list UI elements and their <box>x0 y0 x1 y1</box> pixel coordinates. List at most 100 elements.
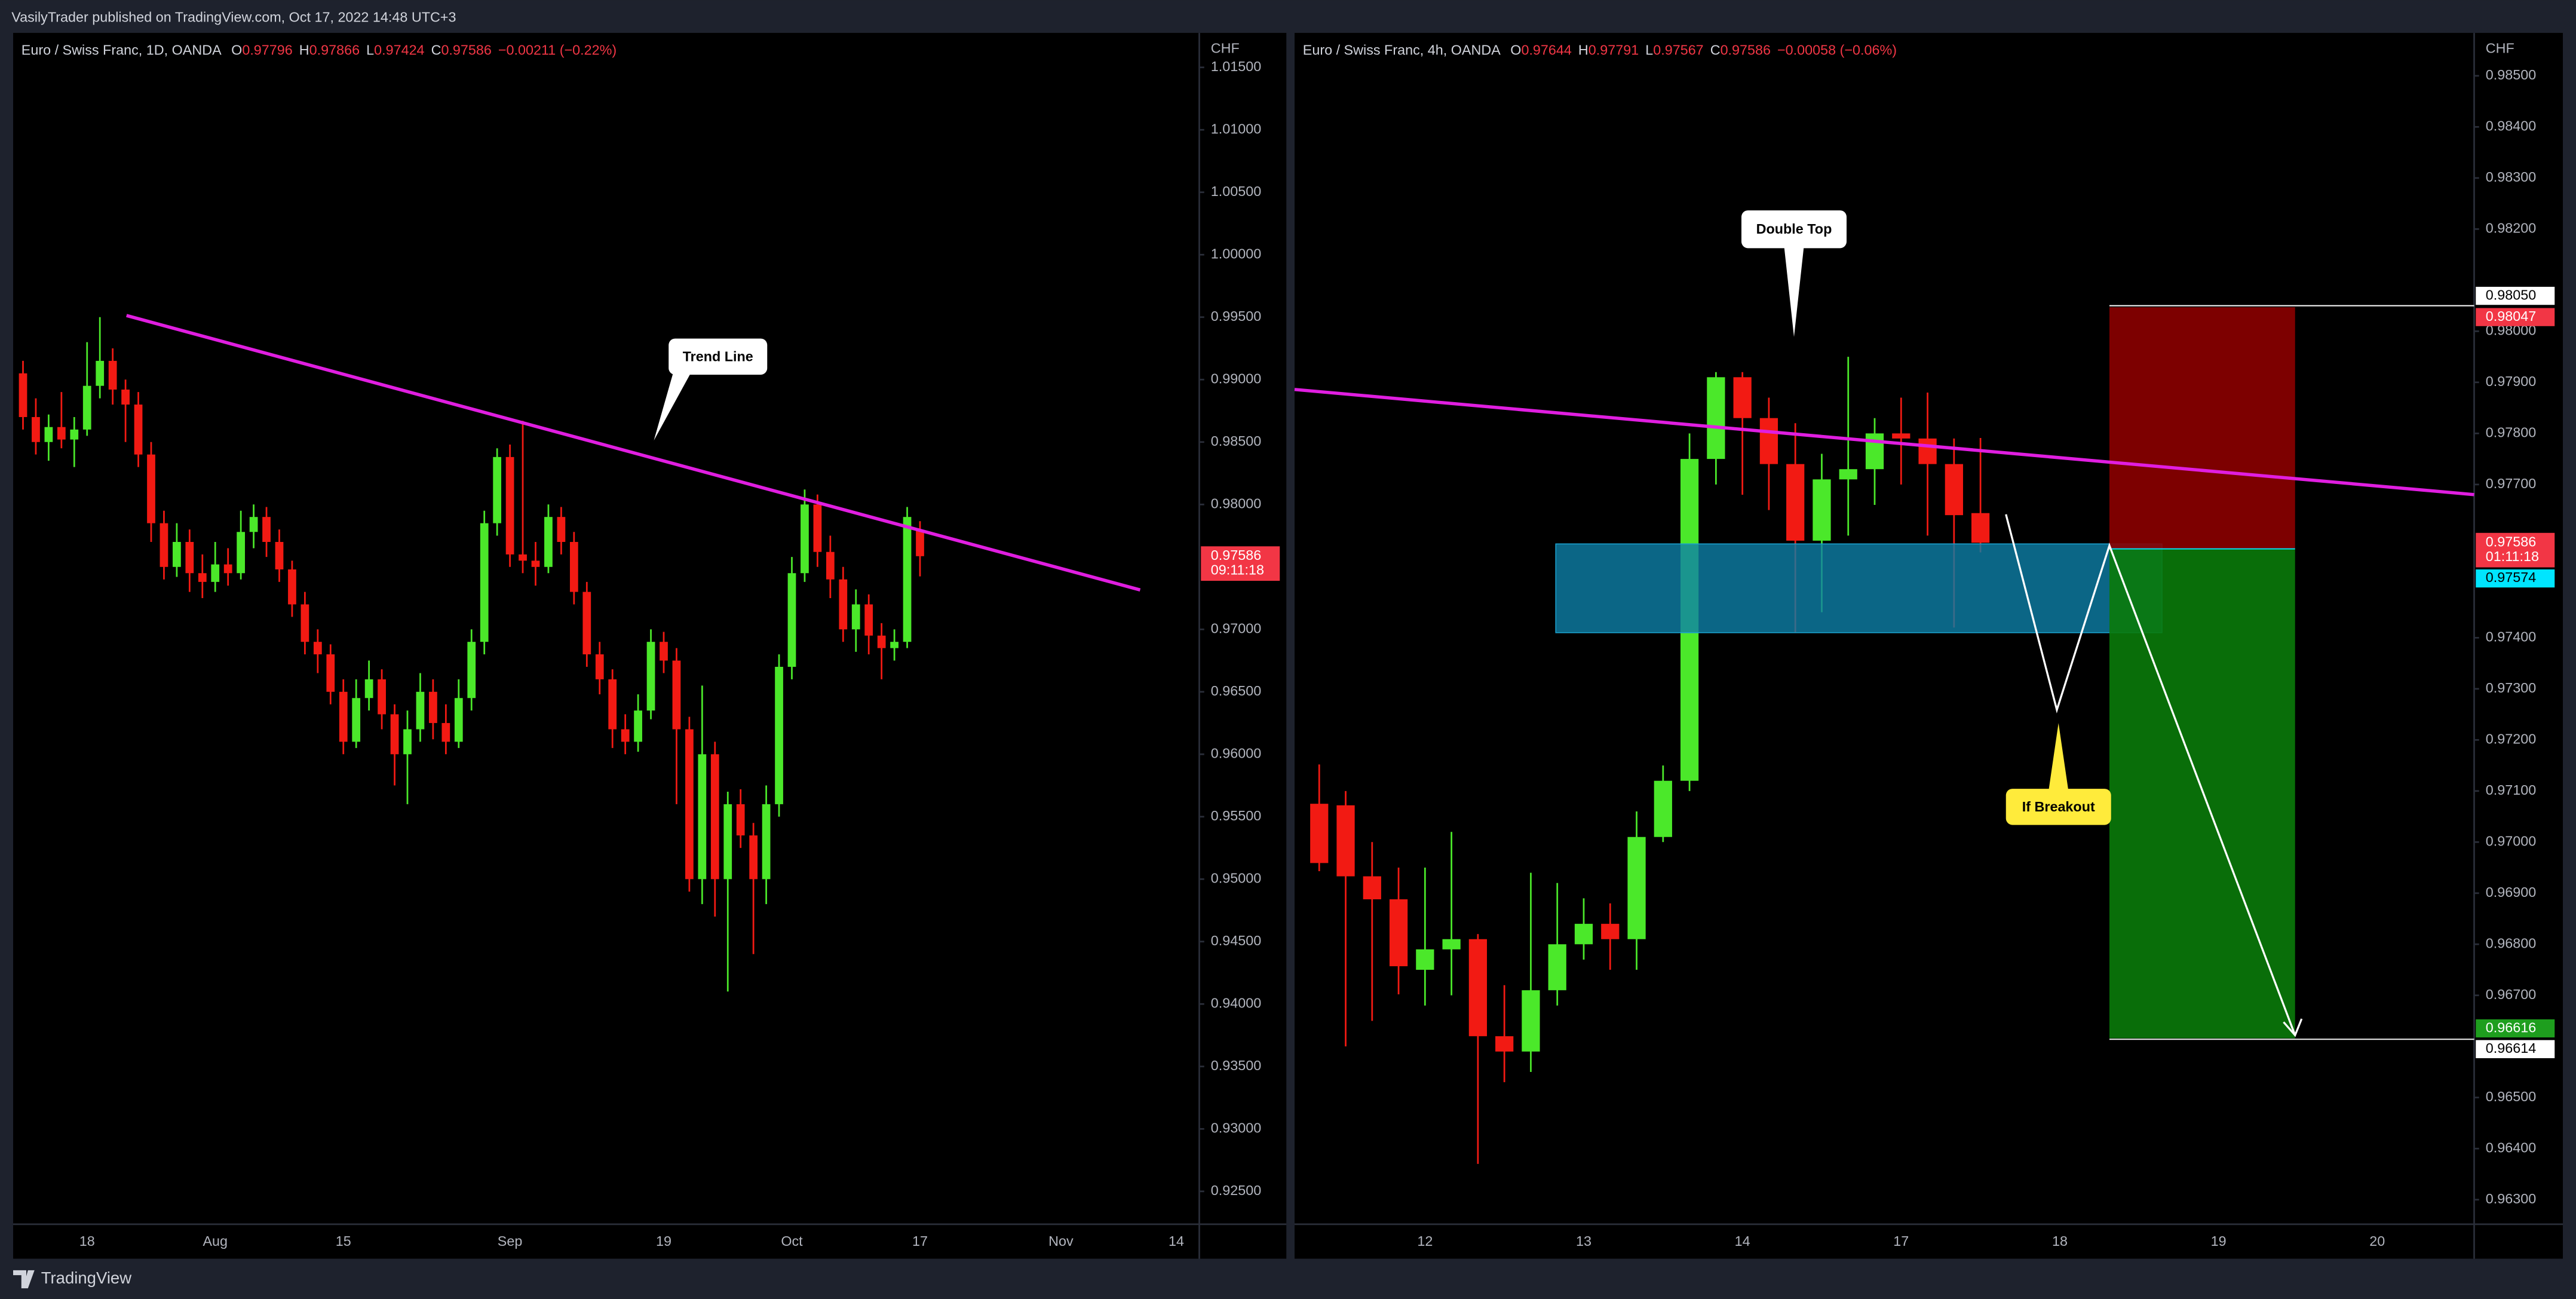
candle-body <box>864 604 873 636</box>
candle-body <box>749 835 758 880</box>
last-price-box <box>2476 532 2555 568</box>
candle-body <box>582 592 591 655</box>
y-tick-label: 0.98200 <box>2486 220 2536 236</box>
y-tick-label: 0.95000 <box>1211 870 1261 886</box>
candle-body <box>1495 1036 1514 1052</box>
ohlc-letter: L <box>1645 42 1653 57</box>
overlay <box>2109 305 2474 1040</box>
candle-body <box>519 554 527 561</box>
candle-body <box>441 723 450 742</box>
x-tick-label: 17 <box>1893 1233 1909 1249</box>
candle-body <box>237 532 246 574</box>
candle-body <box>646 642 655 711</box>
ohlc-letter: C <box>431 42 441 57</box>
ohlc-value: 0.97796 <box>242 42 292 57</box>
ohlc-letter: O <box>1510 42 1521 57</box>
candle-body <box>96 360 105 386</box>
x-tick-label: 18 <box>2052 1233 2068 1249</box>
candle-body <box>493 457 502 523</box>
candle-body <box>1336 805 1355 877</box>
x-tick-label: 14 <box>1735 1233 1750 1249</box>
candle-body <box>288 569 296 605</box>
y-tick-label: 0.96300 <box>2486 1191 2536 1206</box>
price-label: 0.98050 <box>2486 287 2536 302</box>
ohlc-value: 0.97567 <box>1653 42 1703 57</box>
x-tick-label: Sep <box>498 1233 523 1249</box>
candle-body <box>198 573 207 582</box>
candle-body <box>147 454 155 523</box>
y-tick-label: 0.99000 <box>1211 370 1261 386</box>
candle-body <box>454 698 463 742</box>
ohlc-letter: H <box>1578 42 1588 57</box>
candle-body <box>300 604 309 642</box>
price-label: 0.97574 <box>2486 569 2536 585</box>
y-tick-label: 0.94000 <box>1211 995 1261 1010</box>
last-price-box <box>1201 546 1280 581</box>
y-tick-label: 1.01000 <box>1211 121 1261 136</box>
x-tick-label: 19 <box>656 1233 671 1249</box>
candle-body <box>685 729 694 880</box>
candle-body <box>467 642 476 698</box>
candle-body <box>262 517 271 542</box>
candle-body <box>1601 924 1620 939</box>
arrow-head <box>2283 1018 2303 1037</box>
y-tick-label: 0.98300 <box>2486 169 2536 185</box>
candle-body <box>1548 944 1566 991</box>
candle-body <box>134 405 143 455</box>
candle-body <box>698 754 707 880</box>
symbol-legend: Euro / Swiss Franc, 1D, OANDA O0.97796 H0.… <box>22 42 617 57</box>
x-tick-label: 20 <box>2369 1233 2385 1249</box>
candle-body <box>1839 469 1857 480</box>
brand: TradingView <box>41 1269 131 1287</box>
y-tick-label: 0.95500 <box>1211 808 1261 823</box>
x-tick-label: 19 <box>2211 1233 2227 1249</box>
y-tick-label: 0.97700 <box>2486 476 2536 491</box>
callout-pointer <box>1784 246 1804 337</box>
callout-text: Trend Line <box>683 348 753 364</box>
callout-pointer <box>2048 723 2069 791</box>
candle-body <box>160 523 168 567</box>
projection-path <box>2005 514 2296 1036</box>
candle-body <box>710 754 719 880</box>
callout-pointer <box>654 371 692 441</box>
callout-box <box>1741 210 1847 249</box>
candle-body <box>44 427 53 442</box>
ohlc-value: 0.97866 <box>309 42 360 57</box>
y-tick-label: 0.97900 <box>2486 373 2536 389</box>
candle-body <box>1971 513 1990 543</box>
zone <box>1555 543 2163 633</box>
y-tick-label: 0.93500 <box>1211 1058 1261 1073</box>
candle-body <box>621 729 630 742</box>
y-tick-label: 0.92500 <box>1211 1182 1261 1198</box>
candle-body <box>1363 876 1381 900</box>
candle-body <box>851 604 860 630</box>
candle-body <box>1786 464 1805 541</box>
ohlc-value: 0.97644 <box>1521 42 1571 57</box>
countdown: 01:11:18 <box>2486 549 2539 564</box>
price-label-box <box>2476 286 2555 305</box>
price-label: 0.98047 <box>2486 308 2536 324</box>
trend-line <box>1294 388 2474 497</box>
candle-body <box>608 679 617 730</box>
candle-body <box>826 552 835 580</box>
y-tick-label: 0.97100 <box>2486 782 2536 798</box>
candle-body <box>480 523 489 642</box>
x-tick-label: 18 <box>79 1233 95 1249</box>
price-label-box <box>2476 308 2555 326</box>
change: −0.00058 (−0.06%) <box>1777 42 1897 57</box>
candle-body <box>1416 949 1434 970</box>
candle-body <box>1733 377 1752 418</box>
y-tick-label: 0.97000 <box>1211 620 1261 636</box>
x-tick-label: 13 <box>1576 1233 1591 1249</box>
y-tick-label: 1.00500 <box>1211 183 1261 199</box>
candle-body <box>211 564 220 582</box>
axis-unit: CHF <box>2486 41 2514 56</box>
y-tick-label: 0.96400 <box>2486 1139 2536 1155</box>
y-tick-label: 0.98500 <box>1211 433 1261 449</box>
candle-body <box>326 654 335 692</box>
x-tick-label: Nov <box>1048 1233 1074 1249</box>
candle-body <box>1574 924 1593 945</box>
y-tick-label: 0.96500 <box>2486 1089 2536 1104</box>
